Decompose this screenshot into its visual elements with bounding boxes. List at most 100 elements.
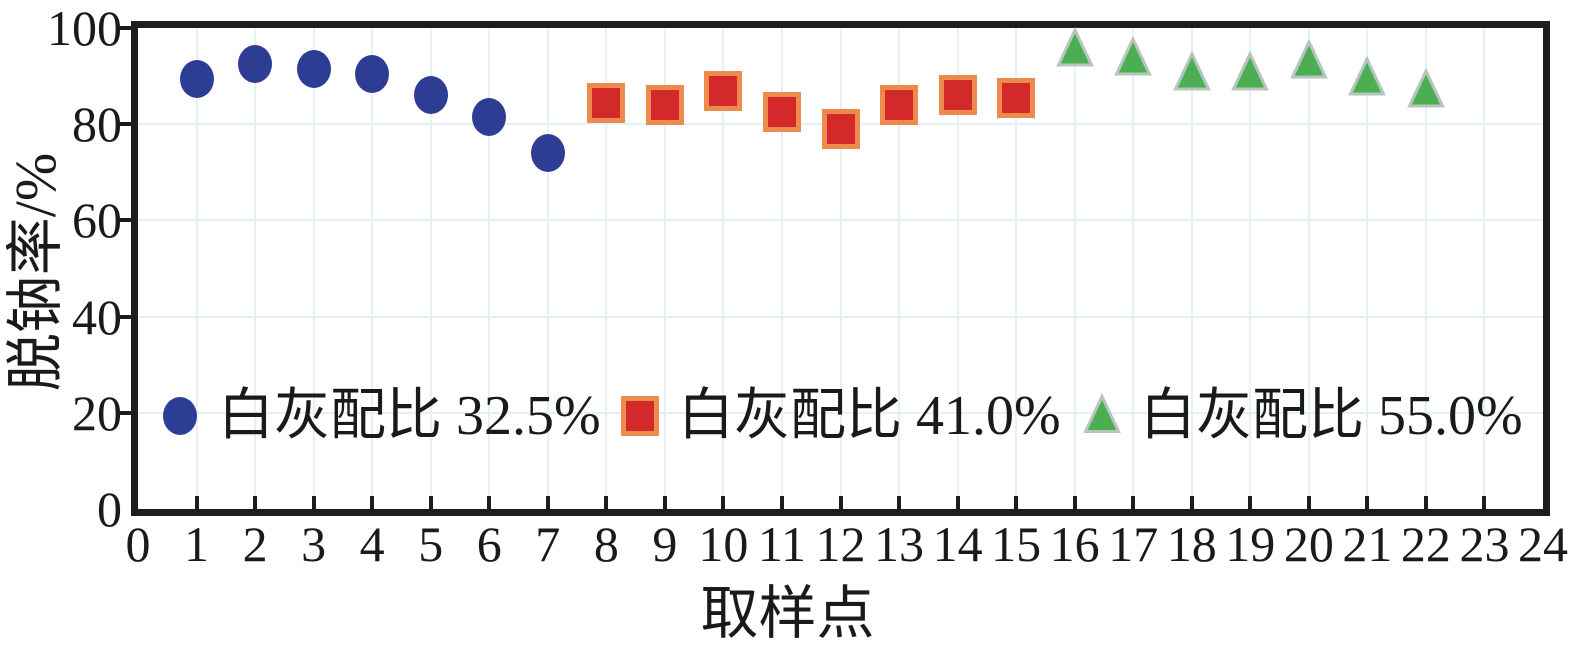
y-tick-mark <box>117 122 131 127</box>
legend-marker-circle <box>160 395 200 437</box>
y-tick-label: 60 <box>72 192 122 249</box>
gridline-vertical <box>780 28 783 509</box>
data-point <box>1348 54 1387 101</box>
x-tick-mark <box>370 496 375 509</box>
data-point <box>179 59 214 98</box>
gridline-vertical <box>1307 28 1310 509</box>
x-tick-label: 19 <box>1225 516 1276 572</box>
gridline-vertical <box>1073 28 1076 509</box>
data-point <box>645 84 684 125</box>
x-tick-label: 16 <box>1049 516 1100 572</box>
gridline-vertical <box>546 28 549 509</box>
data-point <box>472 97 507 136</box>
x-tick-mark <box>545 496 550 509</box>
plot-area: 白灰配比 32.5% 白灰配比 41.0% 白灰配比 55.0% <box>138 26 1543 509</box>
x-tick-mark <box>779 496 784 509</box>
x-tick-mark <box>604 496 609 509</box>
marker-square <box>621 396 659 436</box>
data-point <box>1172 50 1211 96</box>
data-point <box>530 134 565 173</box>
x-tick-label: 0 <box>125 516 151 572</box>
x-tick-label: 7 <box>535 516 561 572</box>
y-tick-label: 0 <box>97 481 122 537</box>
x-tick-label: 23 <box>1459 516 1510 572</box>
data-point <box>238 45 273 84</box>
x-tick-label: 5 <box>418 516 444 572</box>
gridline-vertical <box>1483 28 1486 509</box>
x-tick-label: 14 <box>932 516 983 572</box>
gridline-vertical <box>1366 28 1369 509</box>
data-point <box>821 109 860 149</box>
y-tick-label: 80 <box>72 96 122 153</box>
legend-marker-square <box>620 395 660 437</box>
x-tick-mark <box>1014 496 1019 509</box>
gridline-horizontal <box>138 219 1543 222</box>
x-tick-label: 15 <box>991 516 1042 572</box>
data-point <box>938 75 977 116</box>
gridline-vertical <box>1424 28 1427 509</box>
x-tick-label: 24 <box>1518 516 1568 572</box>
x-tick-label: 10 <box>698 516 749 572</box>
data-point <box>997 77 1036 118</box>
x-tick-mark <box>311 496 316 509</box>
data-point <box>355 54 390 93</box>
legend-label: 白灰配比 32.5% <box>218 385 601 447</box>
x-tick-label: 20 <box>1283 516 1334 572</box>
marker-triangle <box>1083 392 1121 439</box>
y-axis-title: 脱钠率/% <box>3 152 68 392</box>
x-tick-mark <box>662 496 667 509</box>
y-tick-mark <box>117 314 131 319</box>
y-tick-mark <box>117 26 131 30</box>
x-tick-mark <box>897 496 902 509</box>
x-tick-label: 6 <box>476 516 502 572</box>
gridline-vertical <box>1190 28 1193 509</box>
data-point <box>296 49 331 88</box>
x-tick-label: 8 <box>593 516 619 572</box>
gridline-vertical <box>1249 28 1252 509</box>
legend-label: 白灰配比 41.0% <box>678 385 1061 447</box>
x-tick-mark <box>1423 496 1428 509</box>
x-tick-mark <box>487 496 492 509</box>
gridline-vertical <box>663 28 666 509</box>
x-tick-label: 12 <box>815 516 866 572</box>
gridline-vertical <box>839 28 842 509</box>
data-point <box>1231 50 1270 96</box>
x-tick-mark <box>1248 496 1253 509</box>
legend-item: 白灰配比 32.5% <box>160 384 601 448</box>
legend-item: 白灰配比 55.0% <box>1082 384 1523 448</box>
x-tick-label: 22 <box>1400 516 1451 572</box>
x-tick-mark <box>955 496 960 509</box>
x-tick-mark <box>253 496 258 509</box>
y-tick-mark <box>117 218 131 223</box>
x-tick-label: 21 <box>1342 516 1393 572</box>
y-tick-mark <box>117 410 131 415</box>
x-tick-label: 2 <box>242 516 268 572</box>
y-tick-label: 40 <box>72 288 122 345</box>
x-tick-label: 3 <box>301 516 327 572</box>
x-tick-label: 17 <box>1108 516 1159 572</box>
x-tick-mark <box>1189 496 1194 509</box>
data-point <box>1289 38 1328 84</box>
x-tick-mark <box>194 496 199 509</box>
gridline-vertical <box>956 28 959 509</box>
y-tick-label: 20 <box>72 384 122 441</box>
gridline-vertical <box>722 28 725 509</box>
data-point <box>1055 26 1094 72</box>
data-point <box>413 76 448 115</box>
legend-label: 白灰配比 55.0% <box>1140 385 1523 447</box>
x-axis-title: 取样点 <box>700 581 875 646</box>
x-tick-label: 1 <box>184 516 210 572</box>
x-tick-label: 4 <box>359 516 385 572</box>
x-tick-mark <box>721 496 726 509</box>
data-point <box>704 70 743 111</box>
data-point <box>1407 66 1445 113</box>
x-tick-mark <box>1482 496 1487 509</box>
x-tick-mark <box>838 496 843 509</box>
gridline-vertical <box>254 28 257 509</box>
x-tick-mark <box>1365 496 1370 509</box>
gridline-horizontal <box>138 315 1543 318</box>
x-tick-label: 18 <box>1166 516 1217 572</box>
gridline-vertical <box>1132 28 1135 509</box>
gridline-vertical <box>371 28 374 509</box>
